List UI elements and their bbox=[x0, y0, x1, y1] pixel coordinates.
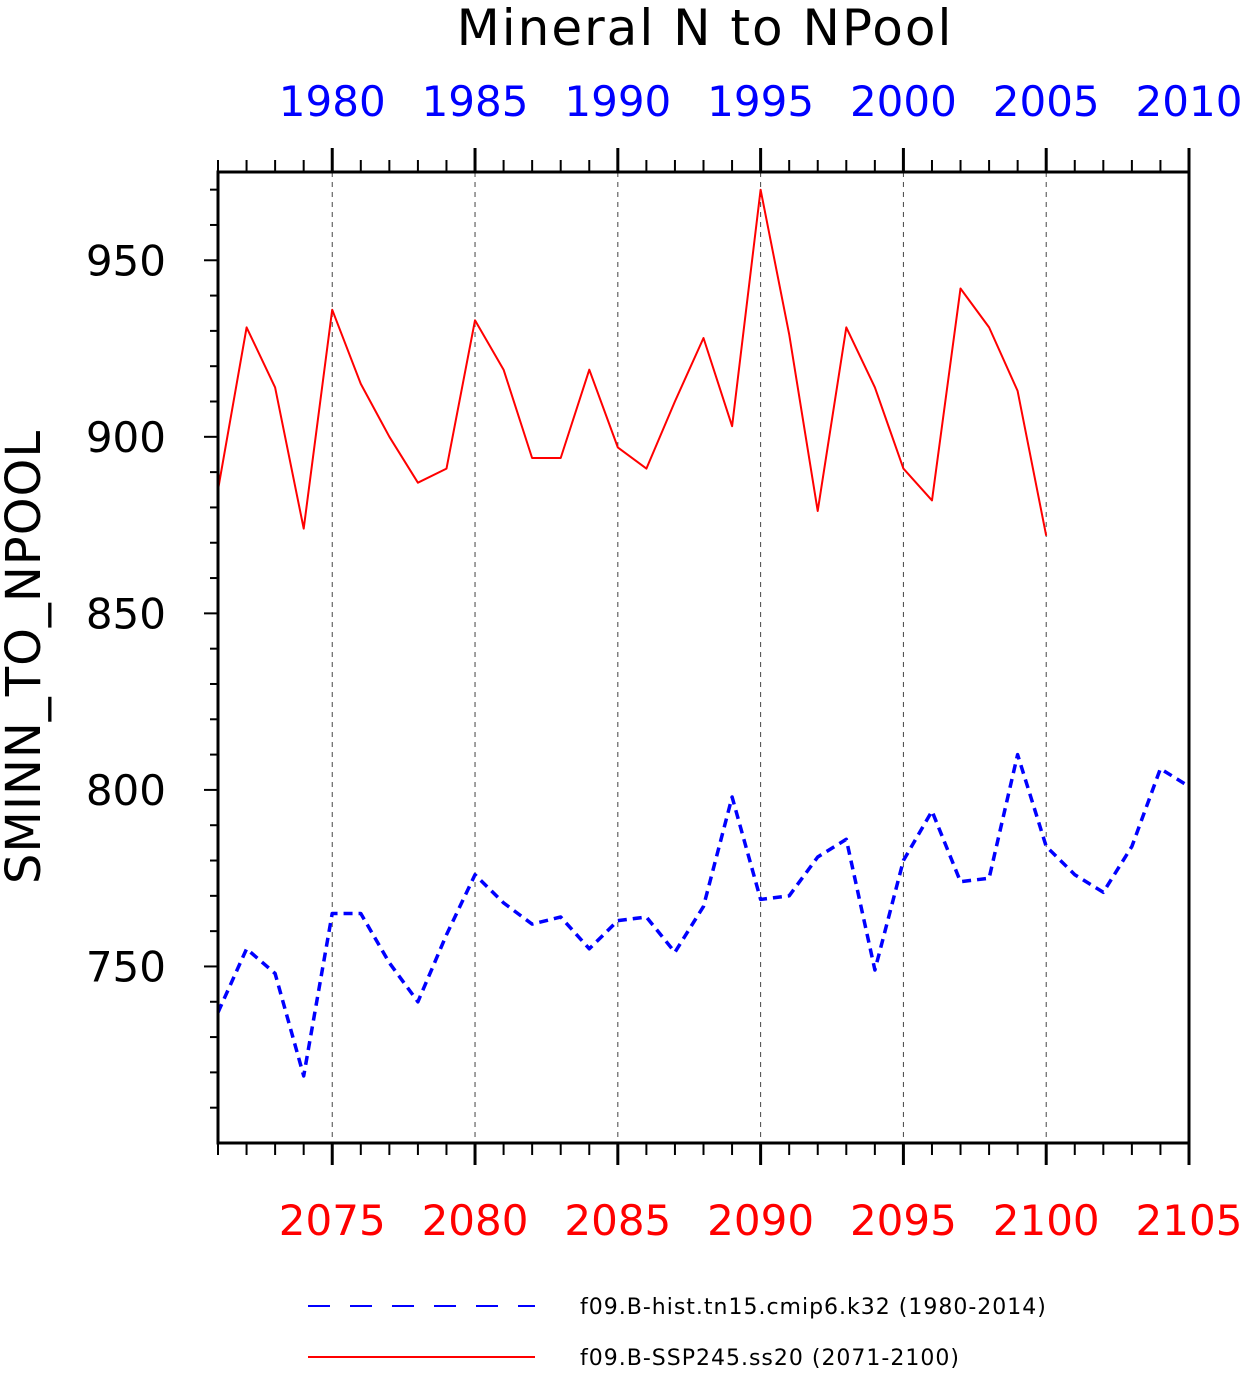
series-line-ssp bbox=[217, 188, 1048, 536]
y-tick-label: 950 bbox=[86, 236, 166, 285]
vertical-gridlines bbox=[331, 172, 1047, 1143]
legend-item-ssp: f09.B-SSP245.ss20 (2071-2100) bbox=[308, 1346, 960, 1371]
top-tick-label: 1990 bbox=[564, 77, 671, 126]
legend-label-ssp: f09.B-SSP245.ss20 (2071-2100) bbox=[580, 1346, 960, 1371]
bottom-tick-label: 2075 bbox=[279, 1196, 386, 1245]
bottom-tick-label: 2100 bbox=[993, 1196, 1100, 1245]
bottom-tick-label: 2080 bbox=[422, 1196, 529, 1245]
top-tick-label: 2000 bbox=[850, 77, 957, 126]
y-tick-label: 900 bbox=[86, 413, 166, 462]
top-tick-label: 1980 bbox=[279, 77, 386, 126]
series-line-hist bbox=[216, 752, 1190, 1078]
bottom-tick-label: 2085 bbox=[564, 1196, 671, 1245]
top-tick-label: 2005 bbox=[993, 77, 1100, 126]
bottom-x-axis-ticks: 2075 2080 2085 2090 2095 2100 2105 bbox=[217, 1143, 1243, 1245]
legend-label-hist: f09.B-hist.tn15.cmip6.k32 (1980-2014) bbox=[580, 1295, 1047, 1320]
y-tick-label: 750 bbox=[86, 942, 166, 991]
plot-frame bbox=[216, 170, 1191, 1145]
bottom-tick-label: 2090 bbox=[707, 1196, 814, 1245]
bottom-tick-label: 2105 bbox=[1136, 1196, 1243, 1245]
y-tick-label: 800 bbox=[86, 766, 166, 815]
top-tick-label: 2010 bbox=[1136, 77, 1243, 126]
top-tick-label: 1995 bbox=[707, 77, 814, 126]
legend-item-hist: f09.B-hist.tn15.cmip6.k32 (1980-2014) bbox=[308, 1295, 1047, 1320]
bottom-tick-label: 2095 bbox=[850, 1196, 957, 1245]
y-tick-label: 850 bbox=[86, 589, 166, 638]
y-axis-label: SMINN_TO_NPOOL bbox=[0, 430, 52, 884]
legend: f09.B-hist.tn15.cmip6.k32 (1980-2014) f0… bbox=[308, 1295, 1047, 1371]
y-axis-ticks: 750 800 850 900 950 bbox=[86, 188, 218, 1109]
top-tick-label: 1985 bbox=[422, 77, 529, 126]
chart-title: Mineral N to NPool bbox=[457, 0, 954, 57]
series-lines bbox=[216, 188, 1190, 1078]
top-x-axis-ticks: 1980 1985 1990 1995 2000 2005 2010 bbox=[217, 77, 1243, 172]
